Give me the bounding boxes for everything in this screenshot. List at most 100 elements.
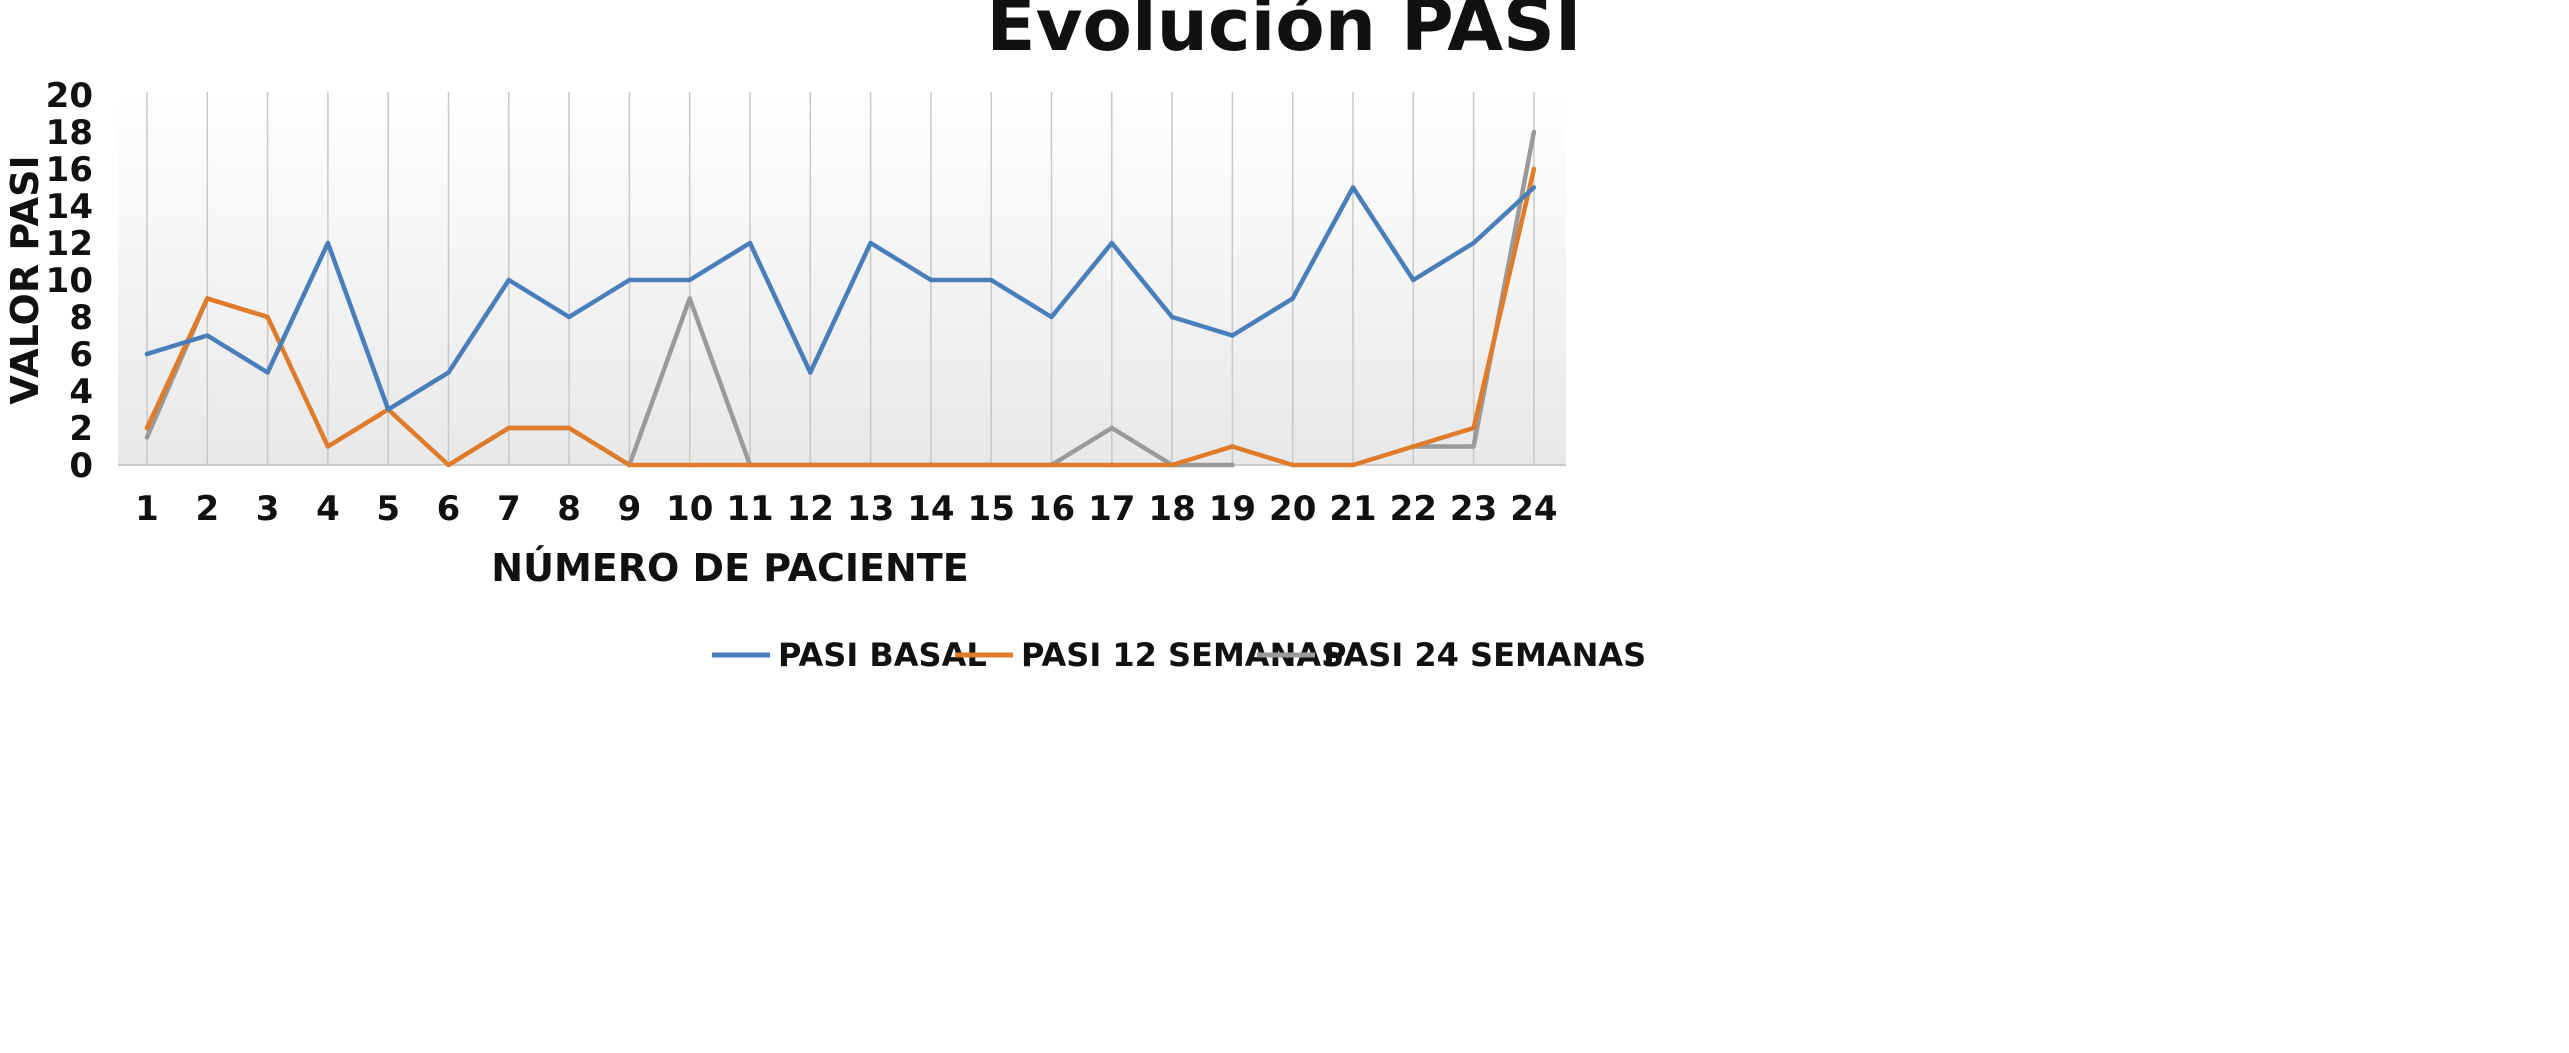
data-point [1230, 444, 1235, 449]
data-point [205, 296, 210, 301]
data-point [325, 240, 331, 246]
data-point [1471, 444, 1476, 449]
data-point [566, 314, 572, 320]
data-point [506, 277, 511, 283]
data-point [1049, 462, 1054, 468]
x-tick-label: 20 [1269, 489, 1316, 529]
data-point [1350, 462, 1356, 468]
legend-label: PASI BASAL [778, 636, 987, 674]
x-axis-label: NÚMERO DE PACIENTE [491, 546, 968, 590]
data-point [1109, 425, 1115, 431]
y-tick-label: 0 [69, 446, 93, 486]
data-point [1290, 462, 1295, 468]
x-tick-label: 1 [135, 489, 159, 529]
x-tick-label: 8 [557, 489, 581, 529]
data-point [1049, 314, 1054, 320]
x-tick-label: 11 [726, 489, 773, 529]
data-point [325, 444, 331, 449]
y-tick-label: 2 [69, 409, 93, 449]
data-point [1471, 240, 1476, 246]
data-point [566, 425, 572, 431]
data-point [265, 314, 270, 320]
data-point [265, 370, 270, 375]
data-point [1471, 425, 1476, 431]
x-tick-label: 22 [1390, 489, 1437, 529]
x-tick-label: 2 [195, 489, 219, 529]
x-tick-label: 24 [1510, 489, 1557, 529]
x-tick-label: 7 [497, 489, 521, 529]
x-tick-label: 4 [316, 489, 340, 529]
data-point [1411, 277, 1416, 283]
y-tick-label: 4 [69, 372, 93, 412]
x-tick-label: 10 [666, 489, 713, 529]
data-point [687, 462, 692, 468]
y-tick-label: 18 [46, 113, 93, 153]
data-point [747, 240, 753, 246]
x-tick-label: 12 [787, 489, 834, 529]
series-lines [144, 129, 1537, 468]
series-line-pasi-basal [144, 185, 1537, 412]
y-tick-label: 8 [69, 298, 93, 338]
data-point [928, 277, 934, 283]
data-point [1230, 333, 1235, 338]
y-tick-label: 6 [69, 335, 93, 375]
x-tick-label: 23 [1450, 489, 1497, 529]
data-point [868, 240, 873, 246]
data-point [1169, 462, 1175, 468]
x-tick-label: 21 [1329, 489, 1376, 529]
data-point [808, 370, 813, 375]
data-point [144, 425, 150, 431]
series-line-pasi-12-semanas [144, 166, 1537, 468]
data-point [627, 462, 632, 468]
data-point [868, 462, 873, 468]
data-point [989, 277, 994, 283]
x-tick-label: 3 [256, 489, 280, 529]
data-point [1290, 296, 1295, 301]
y-axis-label: VALOR PASI [3, 155, 47, 404]
data-point [1109, 462, 1115, 468]
x-tick-label: 9 [618, 489, 642, 529]
x-tick-label: 18 [1148, 489, 1195, 529]
x-tick-label: 15 [968, 489, 1015, 529]
data-point [205, 333, 210, 338]
data-point [1169, 314, 1175, 320]
data-point [446, 370, 451, 375]
data-point [144, 435, 150, 440]
data-point [144, 351, 150, 357]
x-tick-label: 17 [1088, 489, 1135, 529]
legend-label: PASI 24 SEMANAS [1323, 636, 1646, 674]
x-tick-label: 13 [847, 489, 894, 529]
data-point [1411, 444, 1416, 449]
y-tick-label: 20 [46, 76, 93, 116]
y-tick-label: 12 [46, 224, 93, 264]
data-point [928, 462, 934, 468]
y-tick-label: 14 [46, 187, 93, 227]
x-tick-label: 19 [1209, 489, 1256, 529]
data-point [386, 407, 391, 412]
data-point [1531, 166, 1537, 172]
data-point [506, 425, 511, 431]
y-tick-label: 16 [46, 150, 93, 190]
data-point [747, 462, 753, 468]
data-point [989, 462, 994, 468]
data-point [808, 462, 813, 468]
data-point [1109, 240, 1115, 246]
plot-area-background [118, 92, 1566, 465]
x-tick-label: 5 [376, 489, 400, 529]
data-point [446, 462, 451, 468]
data-point [1531, 185, 1537, 190]
x-tick-label: 6 [437, 489, 461, 529]
x-tick-label: 16 [1028, 489, 1075, 529]
y-tick-label: 10 [46, 261, 93, 301]
data-point [687, 296, 692, 301]
data-point [627, 277, 632, 283]
data-point [1531, 129, 1537, 135]
data-point [1230, 462, 1235, 468]
x-tick-label: 14 [907, 489, 954, 529]
x-axis-tick-labels: 1 2 3 4 5 6 7 8 9 10 11 12 13 14 15 16 17 18 19 20 21 22 23 24 [135, 489, 1557, 529]
chart-title: Evolución PASI [986, 0, 1581, 67]
data-point [1350, 185, 1356, 190]
